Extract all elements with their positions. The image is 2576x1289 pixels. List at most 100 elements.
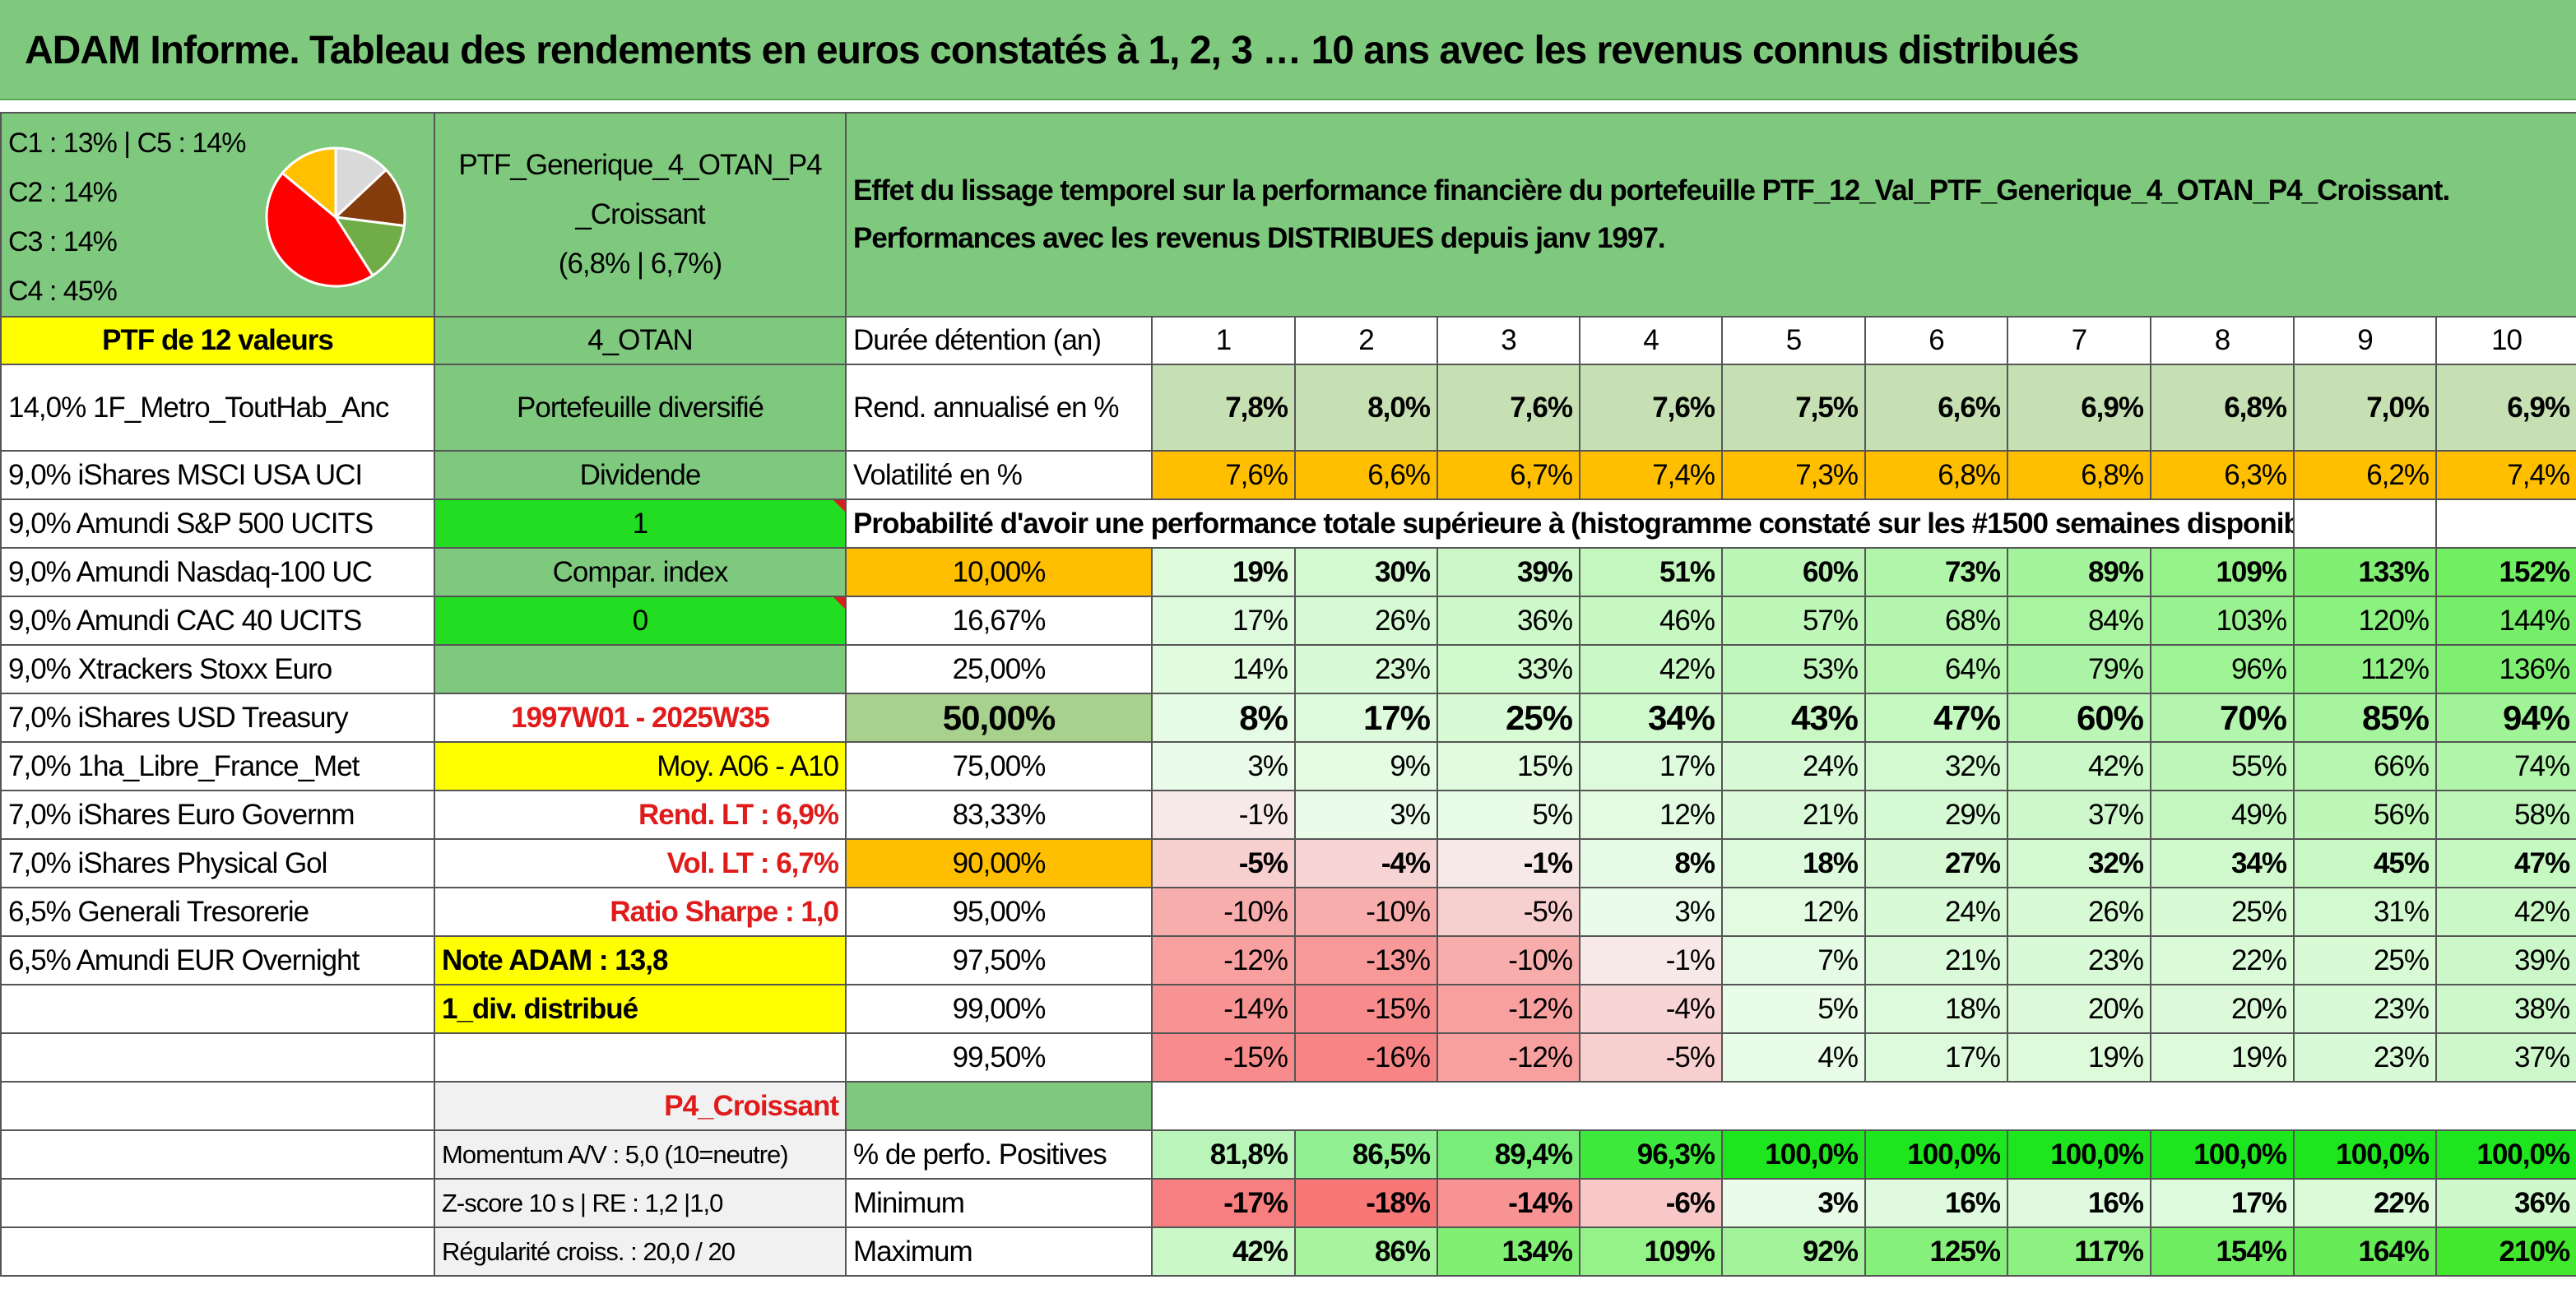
min-value: 16% [2007, 1178, 2151, 1228]
quantile-value: 18% [1864, 984, 2008, 1034]
quantile-value: 9% [1294, 741, 1438, 791]
max-value: 42% [1151, 1226, 1296, 1277]
quantile-value: 17% [1579, 741, 1723, 791]
max-value: 164% [2293, 1226, 2437, 1277]
vol-value: 7,4% [2434, 450, 2576, 500]
rend-lt: Rend. LT : 6,9% [434, 790, 847, 840]
quantile-value: 5% [1721, 984, 1866, 1034]
min-value: 36% [2434, 1178, 2576, 1228]
quantile-value: 30% [1294, 547, 1438, 597]
proba-label: Probabilité d'avoir une performance tota… [845, 498, 2295, 549]
max-value: 154% [2150, 1226, 2295, 1277]
year-header: 7 [2007, 316, 2151, 365]
quantile-value: 37% [2434, 1032, 2576, 1083]
year-header: 1 [1151, 316, 1296, 365]
year-header: 5 [1721, 316, 1866, 365]
max-value: 92% [1721, 1226, 1866, 1277]
year-header: 4 [1579, 316, 1723, 365]
quantile-value: 84% [2007, 596, 2151, 646]
max-value: 125% [1864, 1226, 2008, 1277]
quantile-value: 136% [2434, 644, 2576, 694]
empty-cell [0, 984, 435, 1034]
quantile-value: 23% [2293, 984, 2437, 1034]
max-value: 117% [2007, 1226, 2151, 1277]
quantile-value: 3% [1151, 741, 1296, 791]
pos-value: 96,3% [1579, 1129, 1723, 1180]
year-header: 3 [1437, 316, 1580, 365]
quantile-value: 18% [1721, 838, 1866, 888]
empty-cell [0, 1129, 435, 1180]
indicator: Z-score 10 s | RE : 1,2 |1,0 [434, 1178, 847, 1228]
pos-value: 100,0% [1721, 1129, 1866, 1180]
quantile-value: 31% [2293, 887, 2437, 937]
quantile-value: 17% [1151, 596, 1296, 646]
quantile-value: 26% [1294, 596, 1438, 646]
quantile-label: 83,33% [845, 790, 1153, 840]
holding-item: 14,0% 1F_Metro_ToutHab_Anc [0, 364, 435, 452]
effet-line: Performances avec les revenus DISTRIBUES… [853, 222, 1666, 254]
quantile-value: 57% [1721, 596, 1866, 646]
div-distrib: 1_div. distribué [434, 984, 847, 1034]
vol-value: 7,3% [1721, 450, 1866, 500]
quantile-value: 43% [1721, 693, 1866, 743]
performance-table: C1 : 13% | C5 : 14% C2 : 14% C3 : 14% C4 : … [0, 112, 2576, 1277]
year-header: 2 [1294, 316, 1438, 365]
portfolio-name: PTF_Generique_4_OTAN_P4 _Croissant (6,8% |… [434, 112, 847, 318]
effet-description: Effet du lissage temporel sur la perform… [844, 112, 2576, 318]
compar-value: 0 [434, 596, 847, 646]
quantile-value: -10% [1294, 887, 1438, 937]
rend-value: 7,6% [1579, 364, 1723, 452]
min-value: -6% [1579, 1178, 1723, 1228]
sharpe-ratio: Ratio Sharpe : 1,0 [434, 887, 847, 937]
period: 1997W01 - 2025W35 [434, 693, 847, 743]
quantile-value: 56% [2293, 790, 2437, 840]
quantile-value: 24% [1721, 741, 1866, 791]
quantile-value: 51% [1579, 547, 1723, 597]
empty-cell [0, 1178, 435, 1228]
quantile-value: 19% [2007, 1032, 2151, 1083]
pos-value: 100,0% [2007, 1129, 2151, 1180]
quantile-value: -12% [1151, 935, 1296, 985]
min-value: -14% [1437, 1178, 1580, 1228]
effet-line: Effet du lissage temporel sur la perform… [853, 174, 2450, 206]
summary-label: Minimum [845, 1178, 1153, 1228]
quantile-label: 25,00% [845, 644, 1153, 694]
quantile-value: 120% [2293, 596, 2437, 646]
holding-item: 7,0% iShares Physical Gol [0, 838, 435, 888]
quantile-value: 46% [1579, 596, 1723, 646]
quantile-value: 14% [1151, 644, 1296, 694]
portfolio-type: Portefeuille diversifié [434, 364, 847, 452]
year-header: 9 [2293, 316, 2437, 365]
vol-value: 6,6% [1294, 450, 1438, 500]
quantile-value: 37% [2007, 790, 2151, 840]
quantile-value: 21% [1864, 935, 2008, 985]
rend-value: 8,0% [1294, 364, 1438, 452]
quantile-value: 23% [1294, 644, 1438, 694]
quantile-value: 21% [1721, 790, 1866, 840]
report-title: ADAM Informe. Tableau des rendements en … [0, 0, 2576, 100]
empty-cell [845, 1081, 1153, 1131]
quantile-value: 94% [2434, 693, 2576, 743]
quantile-value: 23% [2293, 1032, 2437, 1083]
quantile-value: -10% [1151, 887, 1296, 937]
quantile-value: 96% [2150, 644, 2295, 694]
pos-value: 86,5% [1294, 1129, 1438, 1180]
quantile-value: 32% [2007, 838, 2151, 888]
quantile-value: 42% [2007, 741, 2151, 791]
max-value: 210% [2434, 1226, 2576, 1277]
holding-item: 9,0% iShares MSCI USA UCI [0, 450, 435, 500]
quantile-label: 99,50% [845, 1032, 1153, 1083]
holding-item: 9,0% Amundi Nasdaq-100 UC [0, 547, 435, 597]
portfolio-name-line: (6,8% | 6,7%) [558, 248, 722, 280]
quantile-value: -12% [1437, 1032, 1580, 1083]
rend-value: 6,9% [2007, 364, 2151, 452]
rend-value: 7,0% [2293, 364, 2437, 452]
pos-value: 100,0% [2434, 1129, 2576, 1180]
portfolio-code: 4_OTAN [434, 316, 847, 365]
quantile-value: 33% [1437, 644, 1580, 694]
quantile-value: 15% [1437, 741, 1580, 791]
quantile-value: 39% [1437, 547, 1580, 597]
quantile-value: 22% [2150, 935, 2295, 985]
quantile-value: 23% [2007, 935, 2151, 985]
vol-value: 6,2% [2293, 450, 2437, 500]
